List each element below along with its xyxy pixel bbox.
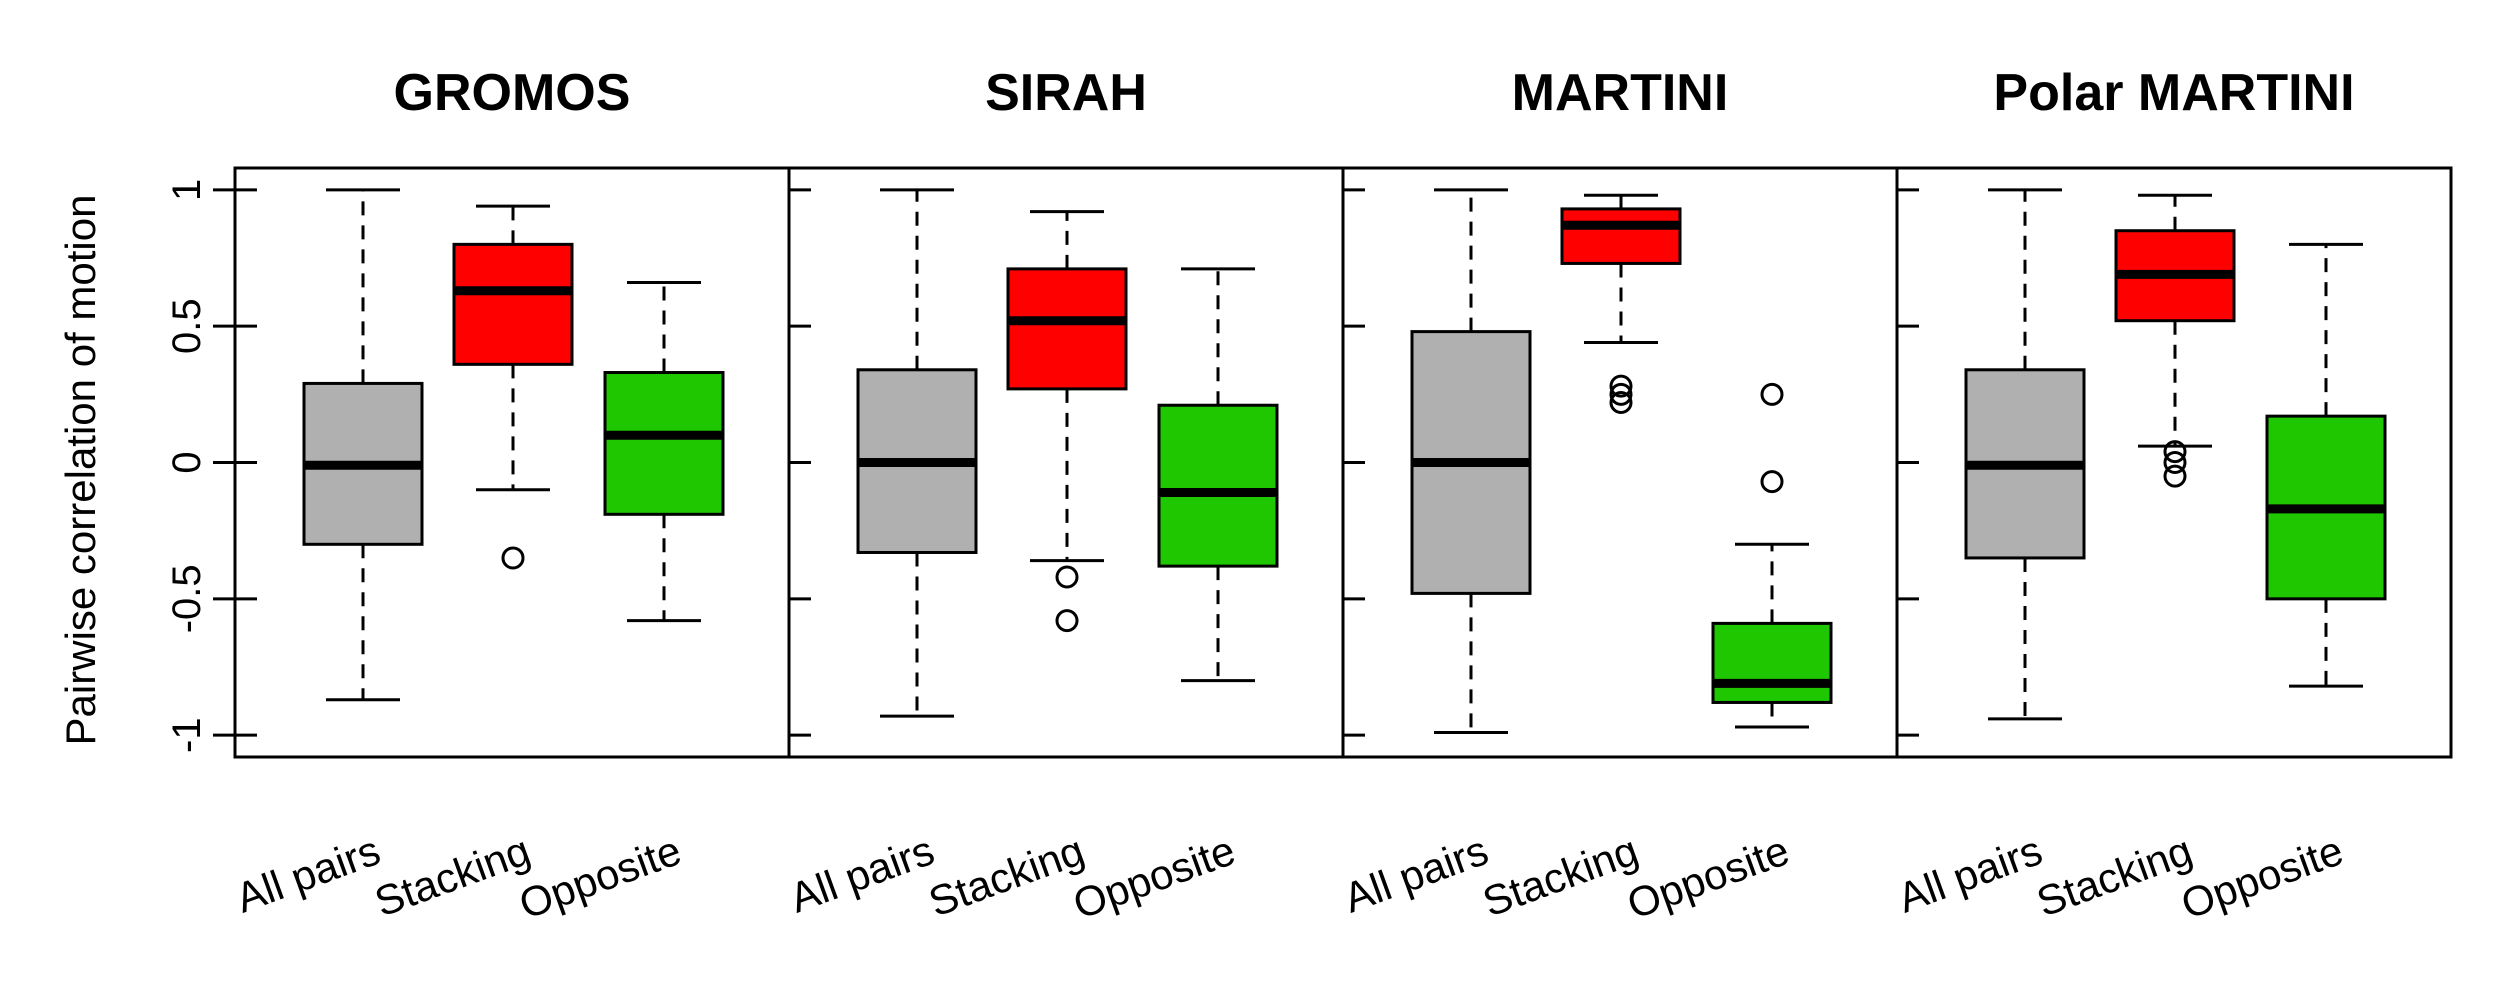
category-label: Stacking — [369, 826, 536, 925]
box-iqr — [603, 371, 725, 516]
category-label: Stacking — [923, 826, 1090, 925]
y-tick-label: 0.5 — [165, 298, 209, 354]
outlier-point — [1609, 382, 1633, 406]
box-opposite — [1157, 267, 1279, 683]
outlier-point — [1055, 609, 1079, 633]
box-all-pairs — [1964, 188, 2086, 721]
category-label: All pairs — [230, 826, 386, 921]
category-label: Opposite — [1067, 826, 1241, 928]
outlier-point — [1055, 565, 1079, 589]
box-iqr — [1560, 207, 1682, 265]
y-tick-label: -0.5 — [165, 564, 209, 633]
category-label: Opposite — [2175, 826, 2349, 928]
outlier-point — [501, 546, 525, 570]
box-stacking — [1006, 210, 1128, 633]
outlier-point — [2163, 440, 2187, 464]
category-label: Opposite — [1621, 826, 1795, 928]
box-iqr — [452, 242, 574, 366]
panel-title: MARTINI — [1512, 64, 1729, 122]
category-label: All pairs — [1892, 826, 2048, 921]
outlier-point — [2163, 464, 2187, 488]
category-label: Stacking — [2031, 826, 2198, 925]
y-tick-label: 1 — [165, 179, 209, 201]
box-all-pairs — [302, 188, 424, 702]
box-stacking — [452, 204, 574, 570]
category-label: Opposite — [513, 826, 687, 928]
category-label: All pairs — [784, 826, 940, 921]
y-tick-label: 0 — [165, 451, 209, 473]
outlier-point — [1609, 391, 1633, 415]
outlier-point — [1760, 382, 1784, 406]
box-iqr — [1006, 267, 1128, 391]
box-opposite — [1711, 382, 1833, 729]
category-label: All pairs — [1338, 826, 1494, 921]
box-all-pairs — [856, 188, 978, 718]
box-iqr — [1157, 403, 1279, 568]
box-opposite — [2265, 242, 2387, 688]
box-stacking — [2114, 193, 2236, 488]
y-axis: 1 0.5 0 -0.5 -1 — [165, 179, 235, 753]
box-opposite — [603, 281, 725, 623]
panel-title: Polar MARTINI — [1993, 64, 2354, 122]
box-iqr — [1711, 621, 1833, 704]
outlier-point — [1760, 470, 1784, 494]
panel-title: SIRAH — [985, 64, 1147, 122]
y-axis-label: Pairwise correlation of motion — [57, 195, 104, 746]
box-all-pairs — [1410, 188, 1532, 734]
category-label: Stacking — [1477, 826, 1644, 925]
outlier-point — [2163, 451, 2187, 474]
panel-title: GROMOS — [394, 64, 631, 122]
y-tick-label: -1 — [165, 717, 209, 753]
outlier-point — [1609, 374, 1633, 398]
box-stacking — [1560, 193, 1682, 415]
